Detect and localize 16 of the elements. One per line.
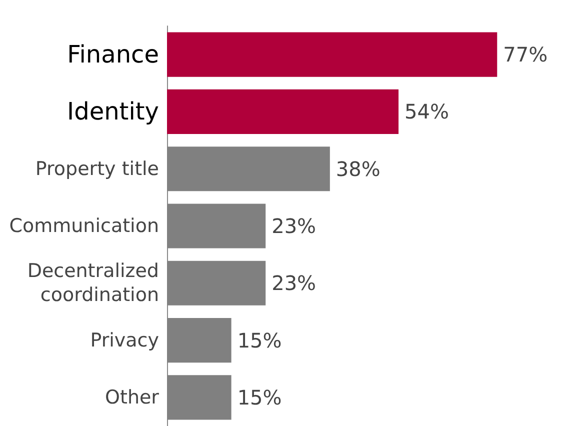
- y-tick-label: Identity: [67, 98, 159, 126]
- data-label: 54%: [404, 100, 449, 124]
- bar: [167, 32, 498, 77]
- data-label: 15%: [237, 328, 282, 352]
- data-label: 23%: [272, 214, 316, 238]
- data-label: 23%: [272, 271, 316, 296]
- y-tick-label: Privacy: [90, 329, 159, 352]
- y-tick-label: Decentralized coordination: [27, 260, 159, 306]
- y-tick-label: Property title: [35, 158, 159, 180]
- y-tick-label: Other: [105, 386, 160, 408]
- y-tick-label: Finance: [67, 40, 159, 69]
- bar: [167, 89, 399, 134]
- data-label: 77%: [503, 42, 548, 67]
- y-tick-label: Communication: [9, 215, 159, 237]
- data-label: 15%: [237, 385, 282, 410]
- data-label: 38%: [336, 156, 380, 181]
